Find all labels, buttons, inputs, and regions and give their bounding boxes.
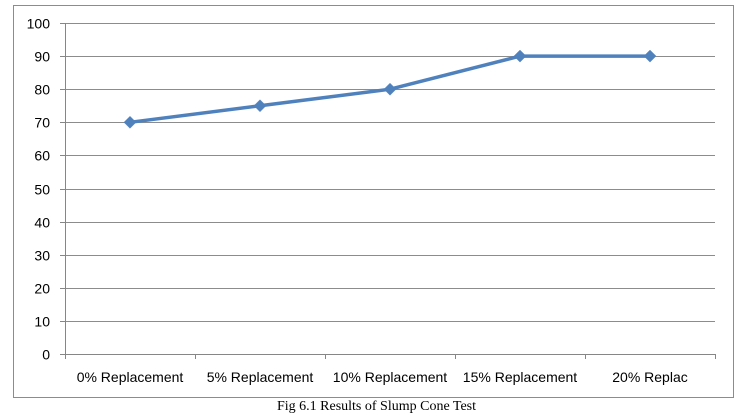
y-tick-label-90: 90 xyxy=(34,49,50,65)
data-point-0-2 xyxy=(383,82,397,96)
y-tick-label-0: 0 xyxy=(42,347,50,363)
x-tick-label-2: 10% Replacement xyxy=(333,369,448,385)
figure-caption: Fig 6.1 Results of Slump Cone Test xyxy=(276,399,477,414)
x-tick-label-0: 0% Replacement xyxy=(77,369,184,385)
y-tick-label-50: 50 xyxy=(34,182,50,198)
data-point-0-1 xyxy=(253,99,267,113)
y-tick-label-30: 30 xyxy=(34,248,50,264)
y-tick-label-20: 20 xyxy=(34,281,50,297)
y-tick-label-10: 10 xyxy=(34,314,50,330)
y-tick-label-80: 80 xyxy=(34,82,50,98)
y-tick-label-70: 70 xyxy=(34,115,50,131)
y-tick-label-60: 60 xyxy=(34,148,50,164)
x-tick-label-1: 5% Replacement xyxy=(207,369,314,385)
data-point-0-3 xyxy=(513,49,527,63)
y-tick-label-40: 40 xyxy=(34,215,50,231)
data-point-0-4 xyxy=(643,49,657,63)
chart-frame xyxy=(13,5,734,398)
y-tick-label-100: 100 xyxy=(27,16,51,32)
x-tick-label-4: 20% Replac xyxy=(612,369,688,385)
slump-cone-line-chart: 0 10 20 30 40 50 60 70 80 90 100 0% Replacement 5% R… xyxy=(27,16,716,385)
data-point-0-0 xyxy=(123,115,137,129)
x-tick-label-3: 15% Replacement xyxy=(463,369,578,385)
